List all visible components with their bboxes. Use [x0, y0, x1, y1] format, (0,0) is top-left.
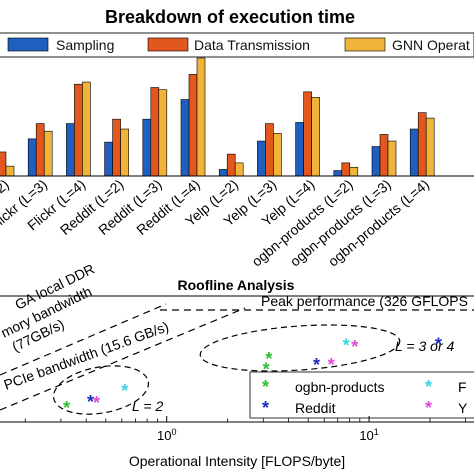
- bar-gnn-10: [387, 140, 397, 177]
- bar-transmission-11: [417, 112, 427, 177]
- point-reddit-2: *: [435, 334, 442, 354]
- legend-label-yelp: Y: [458, 400, 468, 416]
- bar-gnn-0: [5, 165, 15, 177]
- bar-plot: [0, 57, 435, 177]
- bar-sampling-10: [371, 146, 381, 177]
- legend-marker-ogbn: *: [262, 377, 269, 397]
- bar-transmission-3: [112, 118, 121, 177]
- legend-label-reddit: Reddit: [295, 400, 336, 416]
- roofline-x-label: Operational Intensity [FLOPS/byte]: [129, 453, 345, 469]
- l2-label: L = 2: [132, 398, 163, 414]
- bar-gnn-3: [120, 128, 129, 177]
- bar-gnn-6: [234, 162, 244, 177]
- x-tick-label-1: 101: [359, 427, 378, 443]
- bar-gnn-1: [43, 130, 53, 177]
- point-reddit-0: *: [87, 392, 94, 412]
- roofline-legend: * ogbn-products * Reddit * F * Y: [249, 371, 474, 419]
- x-tick-label-0: 100: [157, 427, 176, 443]
- bar-transmission-10: [379, 134, 389, 177]
- point-ogbn-products-0: *: [63, 398, 70, 418]
- bar-sampling-6: [218, 169, 228, 177]
- bar-gnn-7: [273, 133, 282, 177]
- point-ogbn-products-2: *: [265, 349, 272, 369]
- bar-sampling-11: [409, 128, 419, 177]
- bar-gnn-5: [196, 57, 206, 177]
- point-y-1: *: [328, 355, 335, 375]
- legend-swatch-gnn: [344, 37, 386, 52]
- bar-gnn-9: [349, 166, 359, 177]
- point-f-0: *: [121, 381, 128, 401]
- bar-legend: Sampling Data Transmission GNN Operat: [0, 32, 474, 58]
- point-y-2: *: [351, 337, 358, 357]
- bar-gnn-11: [425, 117, 435, 177]
- legend-label-ogbn: ogbn-products: [295, 379, 385, 395]
- bar-sampling-4: [142, 118, 152, 177]
- legend-label-transmission: Data Transmission: [194, 37, 310, 53]
- bar-transmission-7: [265, 123, 274, 177]
- l34-label: L = 3 or 4: [395, 338, 455, 354]
- point-ogbn-products-1: *: [263, 360, 270, 380]
- legend-label-gnn: GNN Operat: [392, 37, 470, 53]
- legend-marker-reddit: *: [262, 398, 269, 418]
- bar-sampling-7: [257, 140, 266, 177]
- bar-sampling-9: [333, 170, 343, 177]
- bar-transmission-8: [303, 91, 312, 177]
- cluster-ellipses: [52, 324, 401, 415]
- bar-tick-label-0: (L=2): [0, 176, 12, 210]
- bar-gnn-4: [158, 89, 168, 177]
- legend-swatch-transmission: [147, 37, 189, 52]
- legend-marker-flickr: *: [425, 377, 432, 397]
- legend-marker-yelp: *: [425, 398, 432, 418]
- roofline-lines: [0, 303, 474, 411]
- bar-sampling-5: [180, 99, 190, 177]
- bar-sampling-3: [104, 141, 113, 177]
- cluster-l2-ellipse: [52, 365, 150, 415]
- pcie-bandwidth-line: [0, 307, 246, 411]
- bar-transmission-1: [35, 123, 45, 177]
- legend-swatch-sampling: [7, 37, 49, 52]
- scatter-points: ***********: [63, 334, 442, 418]
- ddr-bandwidth-line: [0, 303, 167, 376]
- bar-transmission-4: [150, 87, 160, 177]
- bar-tick-labels: (L=2)Flickr (L=3)Flickr (L=4)Reddit (L=2…: [0, 176, 432, 270]
- bar-transmission-2: [74, 83, 83, 177]
- bar-transmission-9: [341, 162, 351, 177]
- bar-sampling-8: [295, 122, 304, 177]
- roofline-title: Roofline Analysis: [178, 277, 295, 293]
- roofline-x-ticks: 100 101: [24, 416, 467, 443]
- point-f-1: *: [343, 336, 350, 356]
- roofline-axes: [0, 295, 474, 423]
- bar-chart-title: Breakdown of execution time: [105, 7, 355, 27]
- bar-transmission-5: [188, 74, 198, 177]
- legend-label-flickr: F: [458, 379, 467, 395]
- cluster-l34-ellipse: [199, 324, 401, 372]
- bar-gnn-8: [311, 97, 320, 177]
- bar-transmission-6: [226, 153, 236, 177]
- bar-transmission-0: [0, 151, 7, 177]
- bar-sampling-2: [66, 123, 75, 177]
- peak-performance-label: Peak performance (326 GFLOPS: [261, 293, 468, 309]
- bar-gnn-2: [82, 81, 91, 177]
- point-reddit-1: *: [313, 355, 320, 375]
- bar-sampling-1: [27, 138, 37, 177]
- legend-label-sampling: Sampling: [56, 37, 114, 53]
- point-y-0: *: [93, 393, 100, 413]
